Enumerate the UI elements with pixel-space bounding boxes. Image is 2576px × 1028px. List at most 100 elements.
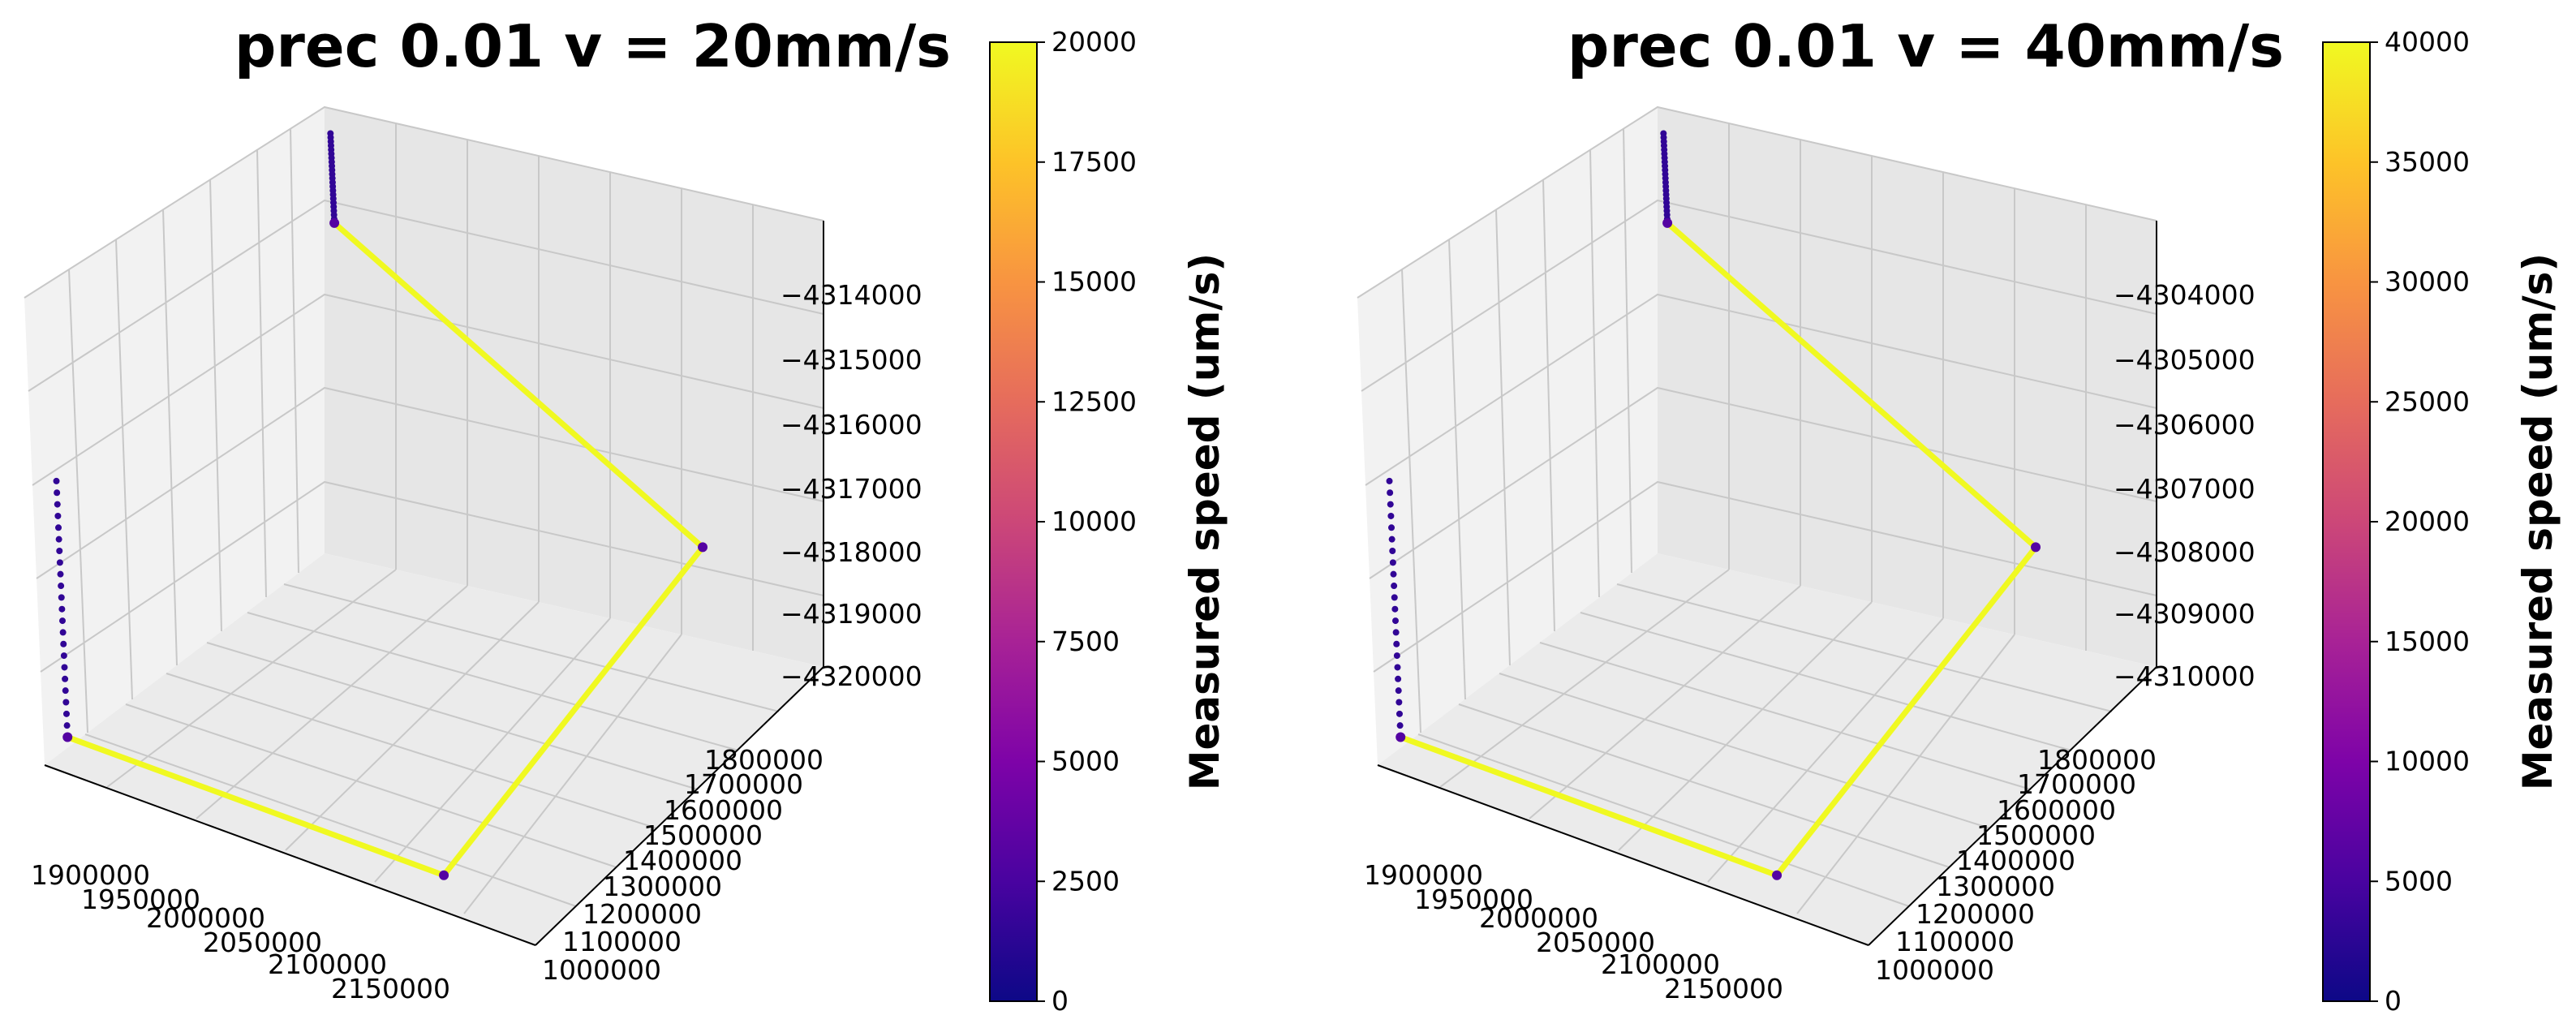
data-point [56,547,63,554]
data-point [1390,570,1397,578]
data-point [54,512,62,519]
data-point [1387,489,1394,497]
y-tick-label: 1600000 [664,794,783,826]
pane-back-1 [325,107,824,667]
colorbar-tick-label: 12500 [1051,385,1137,417]
colorbar-gradient-2 [2322,41,2371,1002]
corner-point [329,217,340,228]
y-tick-label: 1400000 [1956,845,2075,876]
x-tick-label: 2000000 [146,902,265,934]
data-point [1387,512,1395,519]
x-tick-label: 2150000 [1664,973,1783,1004]
x-tick-label: 1900000 [1364,859,1483,891]
data-point [55,524,62,531]
colorbar-ticks-2: 0 5000 10000 15000 20000 25000 30000 35000 40000 [2370,26,2470,1017]
gridlines-2 [1357,105,2157,914]
data-point [54,501,61,508]
axis-lines-1 [44,221,824,946]
data-point [58,617,66,625]
z-tick-label: −4317000 [781,473,922,505]
path-segment [1664,220,2039,550]
data-point [62,699,70,706]
x-tick-label: 2050000 [203,927,322,958]
colorbar-tick-label: 5000 [2385,865,2453,897]
z-tick-label: −4315000 [781,344,922,376]
data-point [1395,687,1402,695]
colorbar-gradient-1 [989,41,1038,1002]
data-point [1387,501,1394,508]
corner-point [698,542,708,553]
data-point [58,594,65,601]
y-tick-label: 1300000 [1936,871,2055,902]
data-point [54,489,61,497]
corner-point [1772,870,1783,880]
z-tick-label: −4307000 [2114,473,2256,505]
colorbar-tick-label: 2500 [1051,865,1120,897]
data-point [63,722,71,729]
x-tick-label: 2100000 [268,948,387,980]
data-point [53,477,60,484]
colorbar-label-1: Measured speed (um/s) [1181,253,1228,791]
y-tick-label: 1100000 [562,926,682,957]
data-point [1391,605,1399,613]
data-point [1396,722,1404,729]
colorbar-tick-label: 7500 [1051,626,1120,657]
corner-point [62,732,73,742]
pane-floor-2 [1378,553,2157,945]
colorbar-tick-label: 0 [1051,985,1069,1017]
data-point [62,710,70,717]
z-tick-label: −4306000 [2114,409,2256,441]
data-point [1393,640,1400,647]
x-axis-ticks-1: 1900000 1950000 2000000 2050000 2100000 … [31,859,450,1004]
z-axis-ticks-2: −4310000 −4309000 −4308000 −4307000 −430… [2114,279,2256,692]
x-tick-label: 1900000 [31,859,150,891]
y-tick-label: 1700000 [2017,768,2136,800]
x-tick-label: 2000000 [1479,902,1598,934]
chart-title-1: prec 0.01 v = 20mm/s [234,12,951,80]
data-point [1389,547,1396,554]
data-point [1391,583,1398,590]
pane-left-2 [1357,107,1658,765]
data-point [1389,559,1396,566]
axis-lines-2 [1377,221,2157,946]
path-segment [441,544,706,879]
data-point [1391,617,1399,625]
corner-point [1396,732,1406,742]
data-point [59,629,67,636]
y-tick-label: 1600000 [1997,794,2116,826]
corner-point [2031,542,2041,553]
x-tick-label: 1950000 [81,884,200,915]
x-axis-ticks-2: 1900000 1950000 2000000 2050000 2100000 … [1364,859,1783,1004]
data-point [61,664,68,671]
x-tick-label: 2100000 [1601,948,1720,980]
gridlines-1 [24,105,824,914]
data-path-2 [1386,130,2041,880]
data-point [60,652,67,660]
z-tick-label: −4318000 [781,536,922,568]
z-tick-label: −4308000 [2114,536,2256,568]
colorbar-tick-label: 20000 [2385,505,2470,537]
corner-point [439,870,449,880]
y-tick-label: 1100000 [1895,926,2015,957]
colorbar-tick-label: 0 [2385,985,2402,1017]
data-point [1395,675,1402,682]
data-path-1 [53,130,708,880]
chart-panel-2: prec 0.01 v = 40mm/s [1357,12,2561,1017]
colorbar-tick-label: 40000 [2385,26,2470,58]
data-point [62,687,69,695]
data-point [1396,710,1403,717]
x-tick-label: 2050000 [1536,927,1655,958]
y-tick-label: 1500000 [1976,819,2096,851]
chart-panel-1: prec 0.01 v = 20mm/s [24,12,1228,1017]
y-tick-label: 1000000 [1875,954,1994,986]
data-point [1392,629,1400,636]
y-axis-ticks-2: 1000000 1100000 1200000 1300000 1400000 … [1875,744,2157,986]
y-tick-label: 1700000 [684,768,803,800]
y-tick-label: 1400000 [623,845,742,876]
z-axis-ticks-1: −4320000 −4319000 −4318000 −4317000 −431… [781,279,922,692]
colorbar-tick-label: 5000 [1051,746,1120,777]
z-tick-label: −4320000 [781,660,922,692]
y-axis-ticks-1: 1000000 1100000 1200000 1300000 1400000 … [542,744,824,986]
data-point [1388,524,1396,531]
